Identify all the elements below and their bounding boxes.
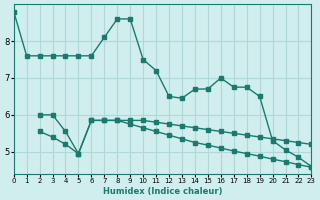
X-axis label: Humidex (Indice chaleur): Humidex (Indice chaleur) [103, 187, 222, 196]
